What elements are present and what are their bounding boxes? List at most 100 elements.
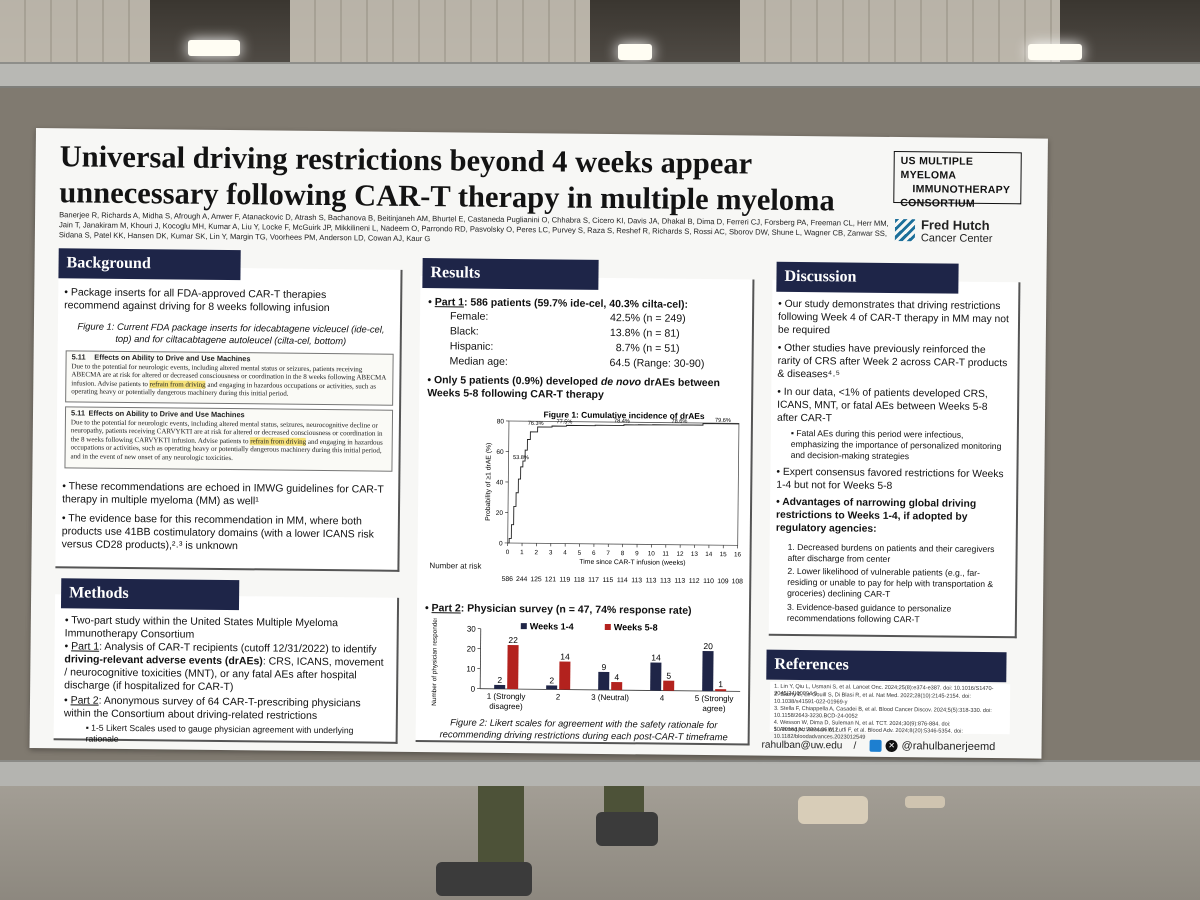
results-text: Only 5 patients (0.9%) developed xyxy=(433,374,601,388)
bar-weeks-5-8 xyxy=(559,661,571,690)
bar-value-label: 20 xyxy=(703,641,713,651)
bar-value-label: 5 xyxy=(666,671,671,681)
background-bullet: • The evidence base for this recommendat… xyxy=(61,512,375,553)
x-category-label: 5 (Strongly xyxy=(695,694,734,703)
person-shoe xyxy=(596,812,658,846)
advantage-item: 1. Decreased burdens on patients and the… xyxy=(787,541,995,564)
abecma-label-box: 5.11 Effects on Ability to Drive and Use… xyxy=(65,350,394,406)
methods-header: Methods xyxy=(60,578,240,611)
ceiling-light xyxy=(618,44,652,60)
bar-weeks-5-8 xyxy=(611,682,623,691)
discussion-bullet-text: In our data, <1% of patients developed C… xyxy=(776,386,988,425)
part1-label: Part 1 xyxy=(71,640,100,653)
number-at-risk-value: 119 xyxy=(559,577,570,584)
x-tick-label: 15 xyxy=(720,551,728,558)
bar-weeks-5-8 xyxy=(507,644,519,690)
bar-weeks-1-4 xyxy=(650,662,662,691)
bar-value-label: 22 xyxy=(508,635,518,645)
x-icon: ✕ xyxy=(885,739,898,753)
bar-weeks-5-8 xyxy=(663,680,675,691)
x-tick-label: 8 xyxy=(621,550,625,557)
background-bullet: • These recommendations are echoed in IM… xyxy=(62,480,384,508)
number-at-risk-value: 113 xyxy=(674,578,685,585)
data-label: 53.8% xyxy=(513,455,529,461)
number-at-risk-value: 117 xyxy=(588,577,599,584)
number-at-risk-value: 113 xyxy=(631,577,642,584)
x-tick-label: 0 xyxy=(506,549,510,556)
data-label: 78.6% xyxy=(671,419,687,425)
bluesky-icon xyxy=(869,739,882,752)
x-tick-label: 4 xyxy=(563,550,567,557)
stat-value: 13.8% (n = 81) xyxy=(609,327,680,340)
number-at-risk-value: 115 xyxy=(602,577,613,584)
bar-weeks-5-8 xyxy=(715,689,727,692)
x-tick-label: 6 xyxy=(592,550,596,557)
methods-bullet-text: Two-part study within the United States … xyxy=(64,614,339,641)
label-section-number: 5.11 xyxy=(71,352,86,362)
number-at-risk-label: Number at risk xyxy=(429,561,482,571)
bar-weeks-1-4 xyxy=(494,684,506,689)
consortium-logo-line: US MULTIPLE MYELOMA xyxy=(900,155,974,182)
x-axis-label: Time since CAR-T infusion (weeks) xyxy=(579,559,685,567)
bar-value-label: 9 xyxy=(601,662,606,672)
data-label: 79.6% xyxy=(715,418,731,424)
number-at-risk-value: 125 xyxy=(530,576,542,583)
stat-label: Hispanic: xyxy=(449,340,494,353)
ceiling-tiles xyxy=(740,0,1060,62)
number-at-risk-value: 586 xyxy=(502,576,514,583)
chart-title: Figure 1: Cumulative incidence of drAEs xyxy=(543,409,704,421)
bar-value-label: 1 xyxy=(718,679,723,689)
y-tick-label: 30 xyxy=(467,625,477,634)
methods-subbullet: ▪ 1-5 Likert Scales used to gauge physic… xyxy=(85,722,354,744)
y-tick-label: 20 xyxy=(467,645,477,654)
discussion-bullet: • In our data, <1% of patients developed… xyxy=(776,386,988,425)
consortium-logo: US MULTIPLE MYELOMA IMMUNOTHERAPY CONSOR… xyxy=(893,150,1022,210)
ceiling-light xyxy=(1028,44,1082,60)
methods-bullet: • Part 1: Analysis of CAR-T recipients (… xyxy=(64,640,384,694)
discussion-bullet-text: Expert consensus favored restrictions fo… xyxy=(776,466,1004,492)
y-tick-label: 20 xyxy=(496,510,504,517)
x-tick-label: 10 xyxy=(648,550,656,557)
methods-bullet: • Two-part study within the United State… xyxy=(64,614,339,641)
references-header: References xyxy=(766,649,1007,683)
background-bullet-text: Package inserts for all FDA-approved CAR… xyxy=(64,286,330,315)
contact-handle: @rahulbanerjeemd xyxy=(901,740,996,754)
plot-area xyxy=(507,420,740,546)
x-category-label: 4 xyxy=(660,694,665,703)
legend-label: Weeks 5-8 xyxy=(614,622,658,632)
x-category-label-cont: agree) xyxy=(702,704,726,713)
bar-weeks-1-4 xyxy=(598,671,610,691)
discussion-subbullet: ▪ Fatal AEs during this period were infe… xyxy=(790,427,1002,462)
bar-value-label: 2 xyxy=(549,675,554,685)
results-part2-text: : Physician survey (n = 47, 74% response… xyxy=(460,602,692,617)
discussion-bullet: • Advantages of narrowing global driving… xyxy=(775,496,977,535)
fred-hutch-mark-icon xyxy=(894,219,916,242)
label-section-number: 5.11 xyxy=(70,408,86,418)
x-category-label: 1 (Strongly xyxy=(487,692,526,701)
stat-value: 64.5 (Range: 30-90) xyxy=(609,357,705,371)
discussion-bullet-text: Other studies have previously reinforced… xyxy=(777,342,1008,381)
methods-subbullet-text: 1-5 Likert Scales used to gauge physicia… xyxy=(85,722,354,744)
stat-label: Black: xyxy=(449,325,479,338)
y-axis-label: Number of physician respondents xyxy=(431,618,439,706)
discussion-bullet-text: Advantages of narrowing global driving r… xyxy=(775,496,977,535)
ceiling-tiles xyxy=(0,0,150,62)
legend-swatch xyxy=(604,623,611,631)
results-emphasis: de novo xyxy=(600,375,642,389)
part1-label: Part 1 xyxy=(434,296,465,309)
fred-hutch-subtitle: Cancer Center xyxy=(920,232,993,246)
board-frame-bottom xyxy=(0,760,1200,786)
x-tick-label: 1 xyxy=(520,549,524,556)
number-at-risk-value: 113 xyxy=(646,577,657,584)
x-tick-label: 7 xyxy=(606,550,610,557)
x-category-label: 3 (Neutral) xyxy=(591,693,629,702)
number-at-risk-value: 118 xyxy=(574,577,585,584)
figure2-caption: Figure 2: Likert scales for agreement wi… xyxy=(439,716,728,742)
y-tick-label: 80 xyxy=(497,418,505,425)
data-label: 76.3% xyxy=(528,421,544,427)
results-header: Results xyxy=(422,258,599,290)
stat-value: 42.5% (n = 249) xyxy=(609,312,686,325)
highlighted-text: refrain from driving xyxy=(149,379,206,389)
x-tick-label: 11 xyxy=(662,551,669,558)
